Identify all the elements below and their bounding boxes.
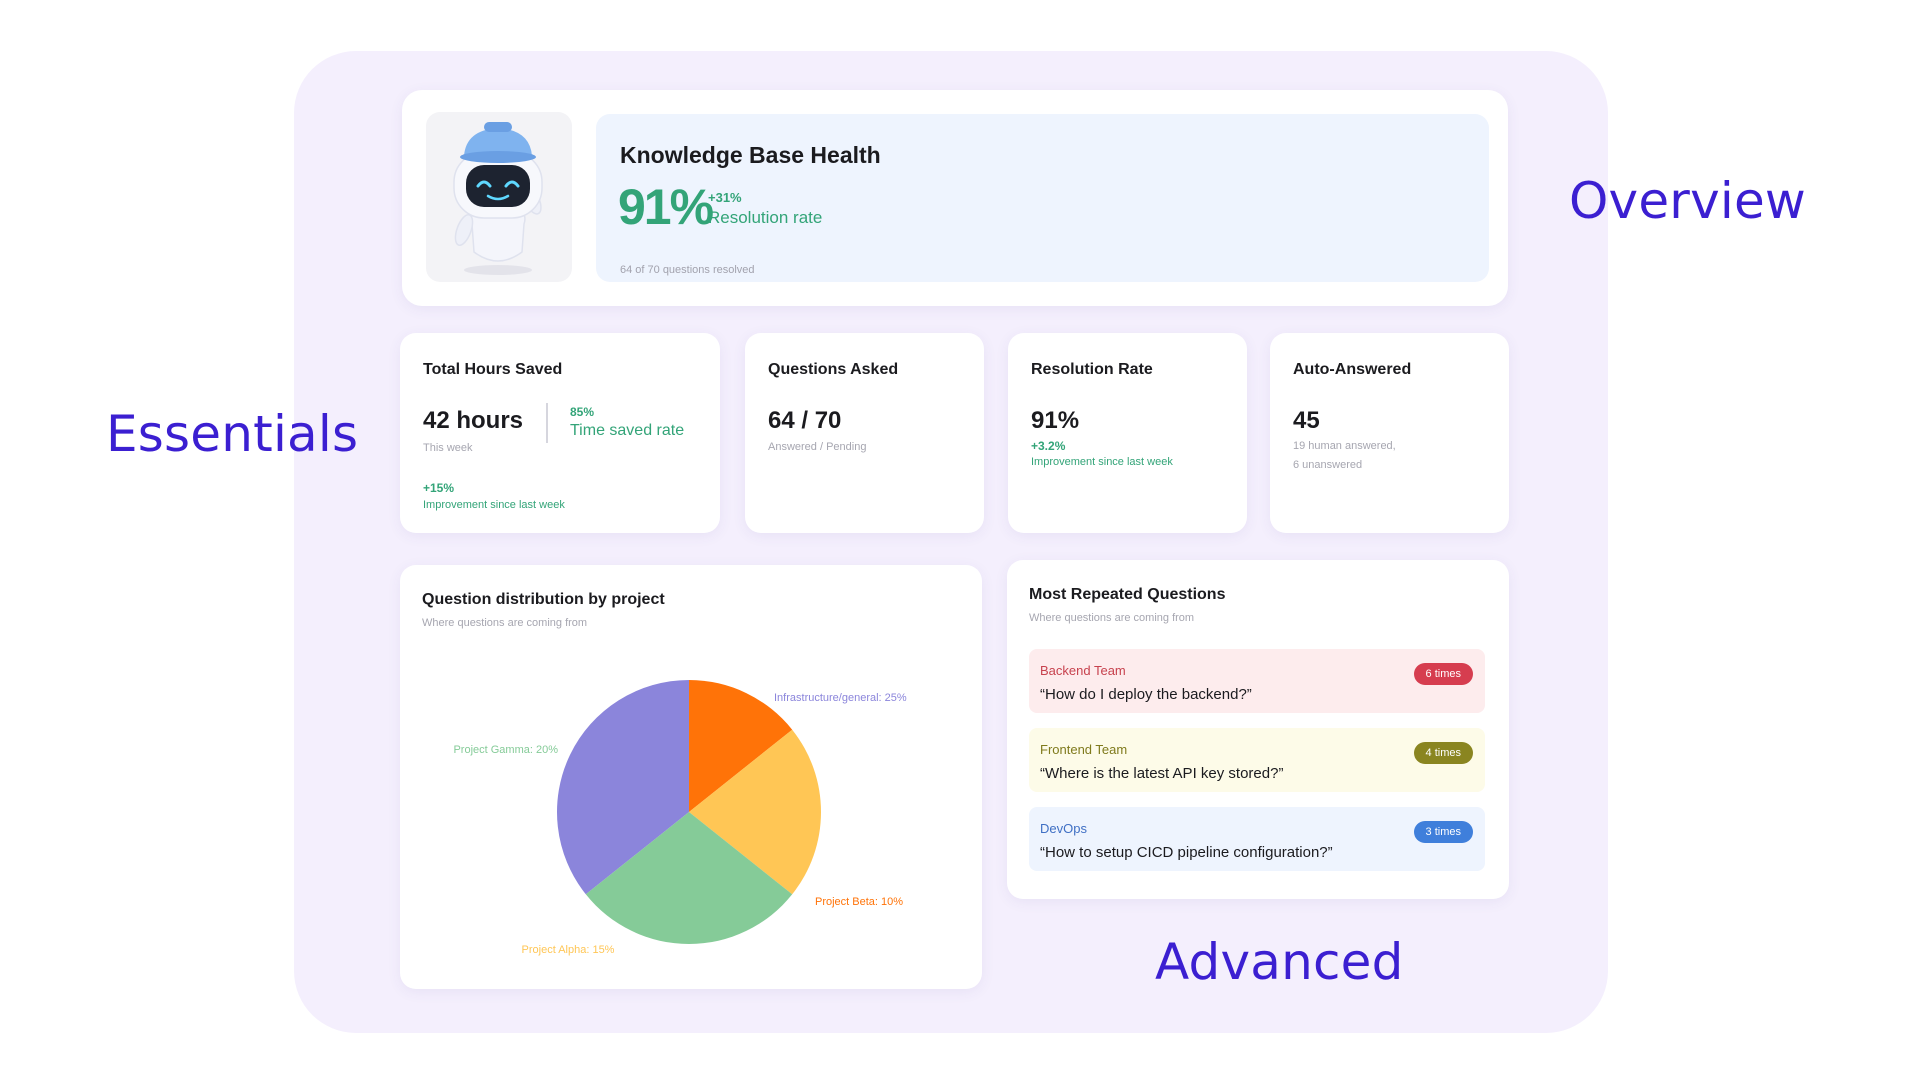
pie-slice[interactable] [557,680,689,895]
repeated-question-item[interactable]: DevOps “How to setup CICD pipeline confi… [1029,807,1485,871]
pie-slice[interactable] [585,812,793,944]
question-team: Frontend Team [1040,742,1128,757]
questions-asked-caption: Answered / Pending [768,441,867,453]
kb-resolution-delta: +31% [708,190,742,205]
question-distribution-card: Question distribution by project Where q… [400,565,982,989]
question-team: DevOps [1040,821,1087,836]
hours-saved-value: 42 hours [423,407,524,434]
hours-saved-period: This week [423,442,473,454]
essentials-label: Essentials [106,405,359,463]
hours-saved-title: Total Hours Saved [423,361,563,378]
repeat-count-badge: 3 times [1413,821,1473,843]
pie-chart: Infrastructure/general: 25% Project Beta:… [453,680,907,956]
auto-answered-value: 45 [1293,407,1320,434]
advanced-label: Advanced [1155,933,1404,991]
repeated-question-item[interactable]: Backend Team “How do I deploy the backen… [1029,649,1485,713]
question-team: Backend Team [1040,663,1126,678]
total-hours-saved-card: Total Hours Saved 42 hours This week 85%… [400,333,720,533]
repeated-title: Most Repeated Questions [1029,586,1226,603]
questions-asked-value: 64 / 70 [768,407,842,434]
question-text: “Where is the latest API key stored?” [1040,765,1284,782]
hours-saved-delta-label: Improvement since last week [423,499,565,511]
questions-asked-card: Questions Asked 64 / 70 Answered / Pendi… [745,333,984,533]
distribution-title: Question distribution by project [422,591,665,608]
repeated-subtitle: Where questions are coming from [1029,612,1195,624]
kb-resolved-count: 64 of 70 questions resolved [620,264,755,276]
hours-saved-delta: +15% [423,481,455,495]
pie-slice[interactable] [689,680,793,812]
time-saved-rate-label: Time saved rate [570,422,685,439]
resolution-rate-card: Resolution Rate 91% +3.2% Improvement si… [1008,333,1247,533]
pie-slice-label: Project Gamma: 20% [453,744,558,756]
auto-answered-card: Auto-Answered 45 19 human answered, 6 un… [1270,333,1509,533]
pie-slice-label: Project Beta: 10% [815,896,903,908]
repeated-question-item[interactable]: Frontend Team “Where is the latest API k… [1029,728,1485,792]
auto-answered-human: 19 human answered, [1293,440,1396,452]
resolution-rate-value: 91% [1031,407,1080,434]
kb-resolution-value: 91% [618,179,714,235]
resolution-rate-delta: +3.2% [1031,439,1066,453]
repeat-count-badge: 4 times [1413,742,1473,764]
most-repeated-questions-card: Most Repeated Questions Where questions … [1007,560,1509,899]
repeat-count-badge: 6 times [1413,663,1473,685]
knowledge-base-health-card: Knowledge Base Health 91% +31% Resolutio… [402,90,1508,306]
pie-slice[interactable] [689,729,821,895]
distribution-subtitle: Where questions are coming from [422,617,588,629]
resolution-rate-title: Resolution Rate [1031,361,1153,378]
time-saved-rate-value: 85% [570,405,595,419]
kb-health-title: Knowledge Base Health [620,142,881,168]
mascot-frame [426,112,572,282]
overview-label: Overview [1569,172,1807,230]
auto-answered-title: Auto-Answered [1293,361,1412,378]
question-text: “How do I deploy the backend?” [1040,686,1252,703]
kb-resolution-label: Resolution rate [708,208,823,227]
robot-mascot-icon [453,122,543,275]
resolution-rate-delta-label: Improvement since last week [1031,456,1173,468]
question-text: “How to setup CICD pipeline configuratio… [1040,844,1333,861]
questions-asked-title: Questions Asked [768,361,899,378]
stat-divider [546,403,548,443]
pie-slice-label: Infrastructure/general: 25% [774,692,907,704]
kb-health-summary: Knowledge Base Health 91% +31% Resolutio… [596,114,1489,282]
pie-slice-label: Project Alpha: 15% [522,944,615,956]
auto-answered-unanswered: 6 unanswered [1293,459,1363,471]
